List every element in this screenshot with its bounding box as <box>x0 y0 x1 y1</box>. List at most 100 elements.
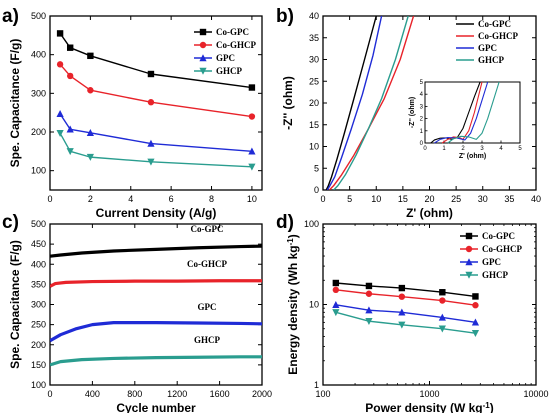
data-point-ghcp <box>86 153 94 161</box>
x-tick-label: 6 <box>169 194 174 204</box>
x-axis-label-close: ) <box>490 401 494 413</box>
x-tick-label: 800 <box>127 389 142 399</box>
legend-entry: GPC <box>216 53 235 63</box>
y-tick-label: 5 <box>314 163 319 173</box>
y-tick-label: 450 <box>31 239 46 249</box>
x-tick-label: 5 <box>347 194 352 204</box>
y-tick-label: 10 <box>309 300 319 310</box>
y-tick-label: 100 <box>31 166 46 176</box>
series-line-co-ghcp <box>328 16 415 190</box>
x-axis-label: Z' (ohm) <box>406 206 453 220</box>
x-tick-label: 8 <box>209 194 214 204</box>
inset-x-tick-label: 0 <box>423 146 427 152</box>
series-line-co-gpc <box>335 282 476 298</box>
series-annotation: GPC <box>198 302 217 312</box>
data-point-co-ghcp <box>398 293 406 300</box>
panel-label: b) <box>276 6 294 27</box>
series-line-ghcp <box>335 311 476 334</box>
data-point-co-gpc <box>332 279 340 287</box>
data-point-ghcp <box>332 309 340 317</box>
inset-y-tick-label: 4 <box>420 92 424 98</box>
x-axis-label-text: Power density (W kg <box>365 401 482 413</box>
plot-frame <box>49 15 263 191</box>
data-point-co-ghcp <box>87 87 94 94</box>
series-line-ghcp <box>59 132 252 168</box>
y-tick-label: 150 <box>31 360 46 370</box>
x-tick-label: 0 <box>47 194 52 204</box>
x-tick-label: 1000 <box>419 389 439 399</box>
y-axis-label-text: Spe. Capacitance (F/g) <box>8 39 22 168</box>
y-tick-label: 25 <box>309 76 319 86</box>
legend-entry: GPC <box>478 43 497 53</box>
panel-label: a) <box>2 6 19 27</box>
data-point-co-gpc <box>147 70 155 78</box>
inset-x-tick-label: 3 <box>480 146 484 152</box>
y-tick-label: 40 <box>309 11 319 21</box>
legend-entry: Co-GPC <box>482 231 515 241</box>
legend-entry: Co-GPC <box>216 27 249 37</box>
x-tick-label: 1200 <box>167 389 187 399</box>
x-tick-label: 20 <box>424 194 434 204</box>
inset-x-tick-label: 2 <box>461 146 465 152</box>
inset-series-line-co-ghcp <box>441 81 483 144</box>
y-tick-label: 200 <box>31 127 46 137</box>
x-tick-label: 10 <box>371 194 381 204</box>
y-axis-label: Spe. Capacitance (F/g) <box>8 240 22 369</box>
series-annotation: GHCP <box>194 335 221 345</box>
x-axis-label: Cycle number <box>116 401 196 413</box>
y-tick-label: 500 <box>31 11 46 21</box>
y-tick-label: 10 <box>309 142 319 152</box>
data-point-gpc <box>248 147 256 155</box>
legend-swatch-marker <box>199 28 207 36</box>
legend-swatch-marker <box>199 41 207 49</box>
series-line-ghcp <box>50 355 262 367</box>
legend-swatch-marker <box>465 232 473 240</box>
legend-entry: GHCP <box>482 270 509 280</box>
x-tick-label: 15 <box>398 194 408 204</box>
inset-x-tick-label: 5 <box>518 146 522 152</box>
y-axis-label-text: Energy density (Wh kg <box>286 245 300 374</box>
panel-label: d) <box>276 212 294 233</box>
x-tick-label: 10000 <box>523 389 548 399</box>
y-tick-label: 35 <box>309 33 319 43</box>
data-point-gpc <box>398 308 406 316</box>
x-tick-label: 2 <box>88 194 93 204</box>
data-point-co-gpc <box>248 84 256 91</box>
legend-swatch-marker <box>199 54 207 62</box>
y-tick-label: 30 <box>309 55 319 65</box>
y-tick-label: 400 <box>31 259 46 269</box>
y-axis-label-text: Spe. Capacitance (F/g) <box>8 240 22 369</box>
data-point-co-gpc <box>87 52 94 60</box>
y-tick-label: 300 <box>31 88 46 98</box>
y-tick-label: 1 <box>314 380 319 390</box>
x-tick-label: 35 <box>504 194 514 204</box>
inset-y-tick-label: 0 <box>420 141 424 147</box>
data-point-ghcp <box>248 163 256 171</box>
legend-swatch-marker <box>199 67 207 75</box>
inset-series-line-ghcp <box>447 81 500 144</box>
inset-y-axis-label: -Z'' (ohm) <box>409 97 416 128</box>
data-point-gpc <box>332 301 340 309</box>
inset-y-tick-label: 5 <box>420 80 424 86</box>
legend-entry: GPC <box>482 257 501 267</box>
y-axis-label: -Z'' (ohm) <box>281 76 295 130</box>
data-point-ghcp <box>66 148 74 156</box>
data-point-ghcp <box>438 325 446 333</box>
inset-y-tick-label: 3 <box>420 104 424 110</box>
y-tick-label: 15 <box>309 120 319 130</box>
x-tick-label: 10 <box>247 194 257 204</box>
data-point-co-ghcp <box>332 286 340 294</box>
data-point-co-ghcp <box>66 72 74 80</box>
x-tick-label: 100 <box>315 389 330 399</box>
legend-swatch-marker <box>465 258 473 266</box>
inset-x-tick-label: 1 <box>442 146 446 152</box>
data-point-co-ghcp <box>439 297 446 304</box>
data-point-co-gpc <box>439 289 446 296</box>
series-line-gpc <box>50 321 262 343</box>
data-point-co-gpc <box>398 284 406 292</box>
data-point-gpc <box>86 128 94 136</box>
inset-y-tick-label: 1 <box>420 129 424 135</box>
